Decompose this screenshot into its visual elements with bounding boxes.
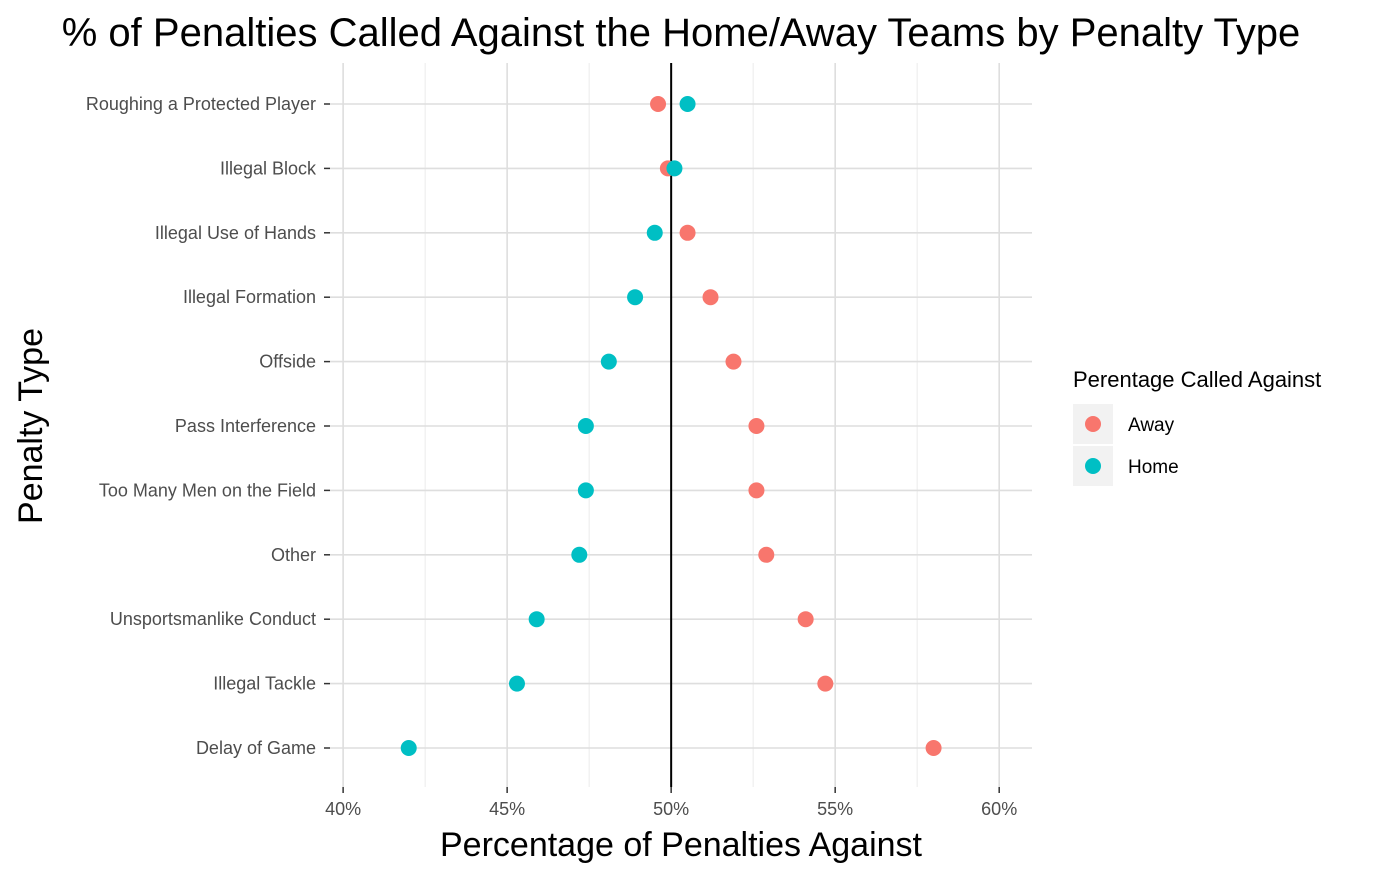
legend-label-away: Away: [1128, 415, 1175, 436]
legend-title: Perentage Called Against: [1073, 367, 1321, 392]
plot-background: [330, 63, 1032, 787]
y-tick-label: Offside: [259, 352, 316, 372]
point-home: [577, 418, 594, 434]
point-home: [508, 675, 525, 692]
chart-title: % of Penalties Called Against the Home/A…: [62, 11, 1300, 55]
x-tick-label: 45%: [489, 799, 525, 819]
data-points: [400, 96, 942, 756]
point-away: [797, 611, 814, 628]
plot-panel: [330, 63, 1032, 787]
y-tick-label: Illegal Formation: [183, 287, 316, 307]
x-tick-label: 40%: [325, 799, 361, 819]
point-away: [725, 353, 742, 370]
x-axis-title: Percentage of Penalties Against: [440, 826, 923, 864]
point-home: [577, 482, 594, 499]
point-home: [679, 96, 696, 112]
point-away: [748, 482, 765, 499]
x-tick-label: 55%: [817, 799, 853, 819]
point-home: [627, 289, 644, 306]
point-home: [666, 160, 683, 177]
y-tick-label: Unsportsmanlike Conduct: [110, 609, 316, 629]
point-home: [600, 353, 617, 370]
point-away: [817, 675, 834, 692]
y-tick-label: Roughing a Protected Player: [86, 94, 316, 114]
point-home: [400, 740, 417, 756]
point-home: [528, 611, 545, 628]
x-axis: 40% 45% 50% 55% 60%: [325, 787, 1017, 819]
legend-marker-home: [1085, 458, 1101, 474]
y-tick-label: Illegal Use of Hands: [155, 223, 316, 243]
legend-label-home: Home: [1128, 457, 1179, 478]
point-away: [679, 224, 696, 241]
y-axis: Roughing a Protected Player Illegal Block…: [86, 94, 330, 758]
point-home: [646, 224, 663, 241]
point-away: [650, 96, 667, 112]
point-away: [748, 418, 765, 434]
y-tick-label: Other: [271, 545, 316, 565]
y-tick-label: Illegal Tackle: [213, 674, 316, 694]
x-tick-label: 50%: [653, 799, 689, 819]
point-away: [758, 546, 775, 563]
point-home: [571, 546, 588, 563]
point-away: [925, 740, 942, 756]
y-tick-label: Delay of Game: [196, 738, 316, 758]
x-tick-label: 60%: [981, 799, 1017, 819]
legend: Perentage Called Against Away Home: [1073, 367, 1321, 486]
y-tick-label: Too Many Men on the Field: [99, 480, 316, 500]
y-tick-label: Pass Interference: [175, 416, 316, 436]
y-axis-title: Penalty Type: [12, 328, 50, 524]
y-tick-label: Illegal Block: [220, 158, 317, 178]
point-away: [702, 289, 719, 306]
legend-marker-away: [1085, 416, 1101, 432]
